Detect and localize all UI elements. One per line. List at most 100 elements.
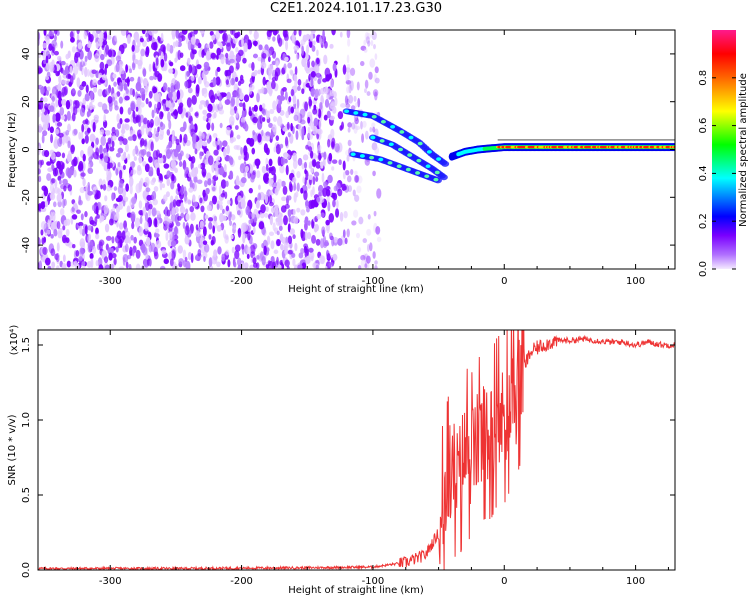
noise-cell (87, 234, 91, 243)
noise-cell (308, 146, 313, 152)
noise-cell (95, 233, 100, 240)
noise-cell (226, 144, 230, 155)
spectrogram-y-label: Frequency (Hz) (7, 112, 18, 188)
noise-cell (346, 175, 352, 183)
noise-cell (274, 187, 279, 196)
noise-cell (229, 211, 233, 218)
noise-cell (190, 75, 195, 82)
noise-cell (44, 257, 51, 266)
noise-cell (321, 202, 326, 209)
noise-cell (118, 266, 125, 269)
noise-cell (319, 35, 322, 45)
noise-cell (84, 93, 90, 102)
noise-cell (347, 38, 351, 47)
noise-cell (127, 136, 134, 141)
noise-cell (318, 152, 322, 162)
noise-cell (251, 212, 255, 219)
noise-cell (318, 255, 325, 265)
noise-cell (203, 61, 210, 69)
noise-cell (234, 76, 239, 83)
noise-cell (319, 101, 323, 110)
noise-cell (332, 106, 337, 114)
noise-cell (89, 101, 93, 111)
noise-cell (237, 257, 242, 267)
noise-cell (248, 187, 253, 194)
noise-cell (45, 55, 49, 64)
noise-cell (292, 234, 296, 240)
noise-cell (42, 97, 48, 103)
noise-cell (66, 110, 71, 121)
noise-cell (209, 30, 214, 36)
noise-cell (290, 70, 294, 76)
noise-cell (137, 133, 142, 140)
noise-cell (325, 219, 330, 226)
noise-cell (111, 253, 117, 259)
noise-cell (201, 168, 207, 177)
noise-cell (285, 40, 289, 51)
noise-cell (169, 149, 173, 155)
noise-cell (79, 61, 83, 72)
noise-cell (322, 30, 325, 40)
noise-cell (212, 102, 216, 112)
noise-cell (369, 58, 376, 68)
noise-cell (277, 178, 283, 189)
noise-cell (57, 175, 62, 181)
noise-cell (305, 170, 309, 181)
noise-cell (373, 73, 377, 82)
noise-cell (215, 76, 221, 86)
noise-cell (371, 31, 377, 41)
noise-cell (184, 166, 189, 174)
noise-cell (65, 228, 70, 237)
noise-cell (247, 230, 251, 241)
noise-cell (142, 40, 147, 47)
noise-cell (57, 137, 63, 148)
noise-cell (243, 172, 247, 178)
noise-cell (73, 106, 78, 116)
noise-cell (374, 146, 380, 155)
track-cell (441, 160, 450, 167)
noise-cell (317, 144, 322, 152)
noise-cell (307, 174, 313, 180)
noise-cell (290, 88, 295, 97)
noise-cell (183, 133, 188, 144)
noise-cell (115, 246, 119, 253)
noise-cell (157, 101, 162, 111)
noise-cell (163, 258, 169, 265)
noise-cell (361, 133, 365, 143)
noise-cell (46, 229, 51, 235)
noise-cell (142, 140, 147, 147)
noise-cell (301, 262, 307, 269)
noise-cell (85, 84, 89, 94)
snr-y-ticks: 0.0 0.5 1.0 1.5 (21, 337, 675, 578)
noise-cell (315, 161, 322, 169)
noise-cell (38, 65, 42, 75)
noise-cell (276, 116, 283, 127)
noise-cell (346, 30, 351, 39)
track-peak (424, 174, 430, 179)
track-peak (371, 114, 377, 119)
noise-cell (94, 216, 98, 225)
noise-cell (217, 137, 221, 145)
noise-cell (122, 196, 129, 202)
noise-cell (79, 186, 86, 194)
noise-cell (88, 33, 94, 43)
colorbar-tick-label: 0.2 (698, 213, 709, 229)
noise-cell (76, 77, 81, 88)
noise-cell (71, 214, 78, 220)
noise-cell (130, 234, 134, 241)
noise-cell (182, 249, 187, 260)
noise-cell (311, 234, 317, 244)
noise-cell (366, 91, 371, 97)
noise-cell (370, 39, 374, 46)
noise-cell (252, 226, 256, 234)
noise-cell (284, 248, 289, 255)
noise-cell (296, 85, 301, 91)
noise-cell (310, 77, 314, 87)
noise-cell (313, 117, 319, 127)
noise-cell (104, 129, 111, 136)
snr-x-tick-label: 0 (501, 576, 507, 587)
noise-cell (201, 72, 205, 79)
noise-cell (108, 252, 113, 261)
noise-cell (250, 175, 255, 183)
noise-cell (290, 106, 295, 114)
